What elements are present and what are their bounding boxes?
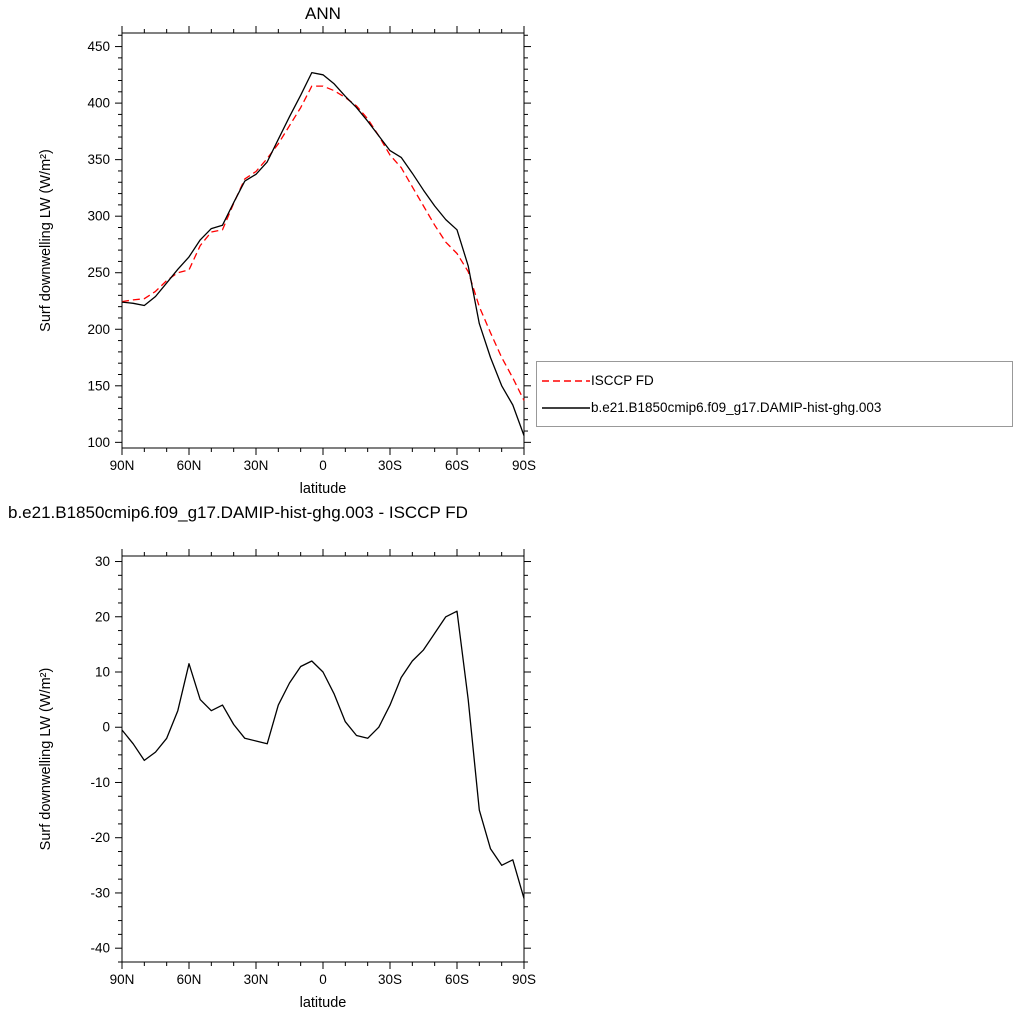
x-tick-label: 0	[319, 972, 327, 987]
x-tick-label: 30S	[378, 458, 402, 473]
legend-row-isccp-fd: ISCCP FD	[537, 372, 1012, 390]
legend-label-model: b.e21.B1850cmip6.f09_g17.DAMIP-hist-ghg.…	[591, 400, 882, 415]
x-tick-label: 60S	[445, 458, 469, 473]
x-axis-label: latitude	[300, 481, 347, 497]
difference-chart-title: b.e21.B1850cmip6.f09_g17.DAMIP-hist-ghg.…	[8, 503, 468, 522]
legend: ISCCP FD b.e21.B1850cmip6.f09_g17.DAMIP-…	[536, 361, 1013, 427]
y-tick-label: 450	[87, 39, 110, 54]
y-tick-label: 200	[87, 322, 110, 337]
top-chart-title: ANN	[305, 4, 341, 23]
y-tick-label: 400	[87, 96, 110, 111]
x-tick-label: 60N	[177, 458, 202, 473]
y-tick-label: 250	[87, 265, 110, 280]
x-tick-label: 90N	[110, 458, 135, 473]
x-tick-label: 30N	[244, 458, 269, 473]
y-tick-label: 300	[87, 209, 110, 224]
plot-border	[121, 555, 525, 963]
y-tick-label: 10	[95, 665, 110, 680]
x-tick-label: 90N	[110, 972, 135, 987]
x-tick-label: 30N	[244, 972, 269, 987]
legend-solid-line-icon	[542, 406, 590, 409]
y-tick-label: 100	[87, 435, 110, 450]
x-tick-label: 60S	[445, 972, 469, 987]
y-tick-label: -30	[90, 885, 110, 900]
x-tick-label: 0	[319, 458, 327, 473]
legend-dashed-line-icon	[542, 379, 590, 382]
y-tick-label: -20	[90, 830, 110, 845]
legend-row-model: b.e21.B1850cmip6.f09_g17.DAMIP-hist-ghg.…	[537, 399, 1012, 417]
y-tick-label: -10	[90, 775, 110, 790]
x-axis-label: latitude	[300, 995, 347, 1011]
x-tick-label: 90S	[512, 458, 536, 473]
legend-label-isccp-fd: ISCCP FD	[591, 373, 654, 388]
y-tick-label: 30	[95, 554, 110, 569]
series-line-b-e21-b1850cmip6-f09-g17-damip-hist-ghg-003	[121, 71, 525, 436]
series-line-b-e21-b1850cmip6-f09-g17-damip-hist-ghg-003-isccp-fd	[121, 610, 525, 899]
y-tick-label: 150	[87, 378, 110, 393]
ann-chart: 90N 60N 30N 0 30S 60S 90S 100 150 200 250 300 350 400…	[38, 26, 536, 497]
y-tick-label: 0	[102, 720, 110, 735]
difference-chart: 90N 60N 30N 0 30S 60S 90S -40 -30 -20 -10 0 10 20 30 la…	[38, 549, 536, 1011]
x-tick-label: 30S	[378, 972, 402, 987]
y-tick-label: 20	[95, 609, 110, 624]
series-line-isccp-fd	[121, 85, 525, 401]
x-tick-label: 60N	[177, 972, 202, 987]
y-axis-label: Surf downwelling LW (W/m²)	[38, 668, 54, 851]
y-axis-label: Surf downwelling LW (W/m²)	[38, 149, 54, 332]
plot-border	[121, 32, 525, 449]
y-tick-label: 350	[87, 152, 110, 167]
y-tick-label: -40	[90, 941, 110, 956]
x-tick-label: 90S	[512, 972, 536, 987]
